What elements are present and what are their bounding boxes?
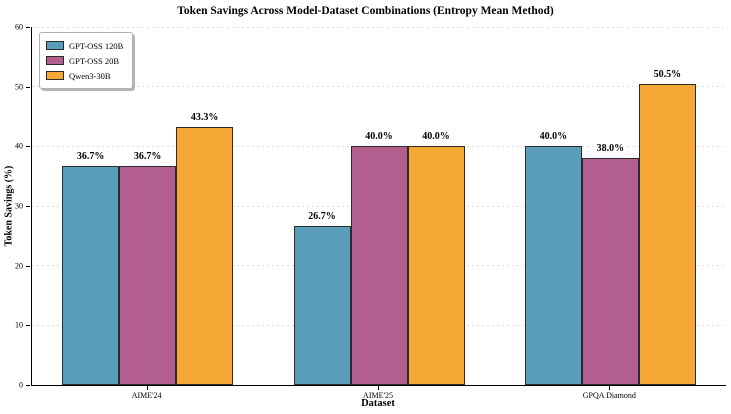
y-tick-label: 0 (19, 380, 23, 390)
bar-value-label: 26.7% (308, 210, 336, 222)
y-tick-mark (26, 146, 30, 148)
y-tick-mark (26, 385, 30, 386)
x-tick-mark (146, 386, 148, 391)
x-tick-label: AIME'25 (363, 391, 393, 400)
y-tick-mark (26, 265, 30, 267)
y-tick-mark (26, 27, 30, 28)
x-tick-label: AIME'24 (131, 391, 162, 400)
gridline-y50 (32, 86, 726, 88)
x-tick-mark (378, 386, 379, 391)
bar-value-label: 36.7% (133, 151, 162, 163)
gridline-y40 (32, 145, 726, 147)
x-axis-title: Dataset (361, 398, 395, 409)
bar-value-label: 38.0% (596, 143, 625, 155)
legend-label: GPT-OSS 120B (69, 40, 124, 51)
legend-item-gpt-oss-20b: GPT-OSS 20B (46, 53, 123, 68)
x-tick-label: GPQA Diamond (582, 391, 636, 400)
bar-gpt-oss-120b-aime-24 (62, 166, 120, 385)
y-tick-mark (26, 325, 30, 327)
x-tick-mark (609, 386, 611, 391)
bar-gpt-oss-20b-aime-25 (350, 146, 408, 385)
bar-value-label: 40.0% (539, 131, 568, 143)
chart-title: Token Savings Across Model-Dataset Combi… (177, 5, 554, 17)
bar-value-label: 40.0% (365, 131, 393, 143)
y-tick-label: 30 (15, 201, 23, 211)
legend-swatch (46, 71, 64, 80)
bar-value-label: 36.7% (76, 151, 105, 163)
bar-qwen3-30b-gpqa-diamond (638, 83, 696, 385)
bar-qwen3-30b-aime-25 (407, 146, 465, 385)
legend: GPT-OSS 120B GPT-OSS 20B Qwen3-30B (39, 32, 134, 89)
bar-value-label: 40.0% (422, 131, 450, 143)
legend-item-qwen3-30b: Qwen3-30B (46, 68, 123, 83)
plot-area: 36.7% 36.7% 43.3% 26.7% 40.0% 40.0% 40.0% 38.0%… (31, 26, 726, 386)
legend-swatch (46, 56, 64, 65)
legend-swatch (46, 41, 64, 50)
bar-gpt-oss-20b-aime-24 (119, 166, 177, 385)
gridline-y60 (32, 26, 726, 28)
bar-value-label: 43.3% (190, 111, 219, 123)
y-tick-mark (26, 206, 30, 207)
bar-qwen3-30b-aime-24 (176, 126, 234, 385)
legend-label: GPT-OSS 20B (69, 55, 119, 66)
bar-gpt-oss-120b-aime-25 (293, 225, 351, 385)
bar-gpt-oss-120b-gpqa-diamond (524, 146, 582, 385)
bar-value-label: 50.5% (653, 68, 682, 80)
bar-gpt-oss-20b-gpqa-diamond (581, 158, 639, 385)
legend-item-gpt-oss-120b: GPT-OSS 120B (46, 38, 123, 53)
legend-label: Qwen3-30B (69, 70, 111, 81)
y-tick-mark (26, 86, 30, 88)
y-axis-title: Token Savings (%) (3, 165, 15, 247)
y-tick-label: 20 (15, 261, 23, 271)
y-tick-label: 50 (15, 82, 23, 92)
y-tick-label: 40 (15, 141, 23, 151)
y-tick-label: 10 (15, 320, 23, 330)
y-tick-label: 60 (15, 22, 23, 32)
